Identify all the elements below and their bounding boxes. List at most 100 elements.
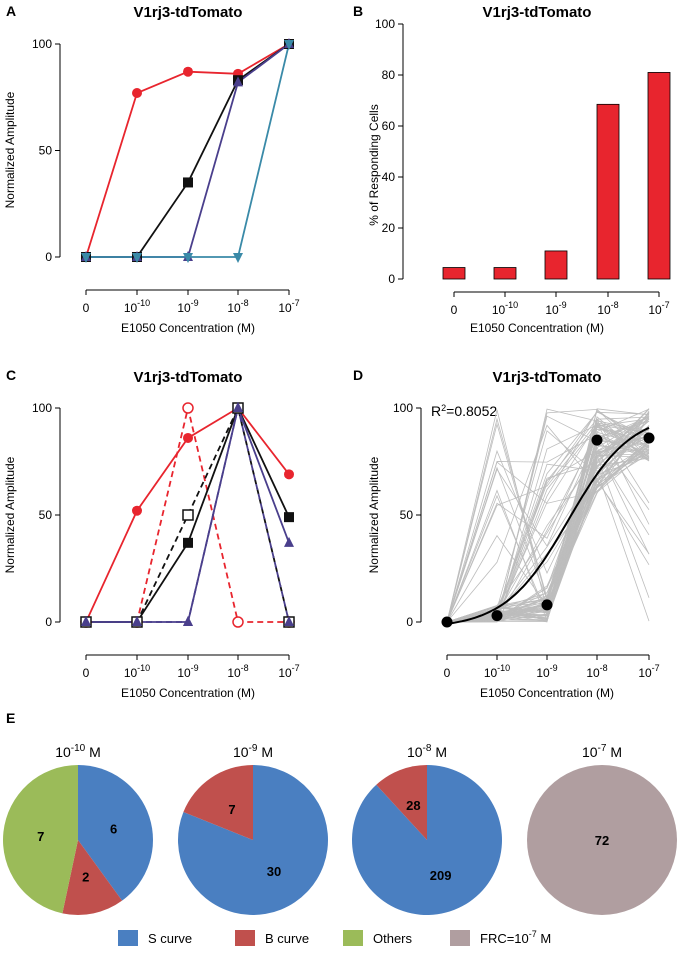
pie-title-unit: M xyxy=(257,744,273,760)
panel-label-b: B xyxy=(353,3,363,19)
pie-slice-value: 72 xyxy=(595,833,609,848)
panel-b-bar xyxy=(493,267,517,280)
panel-d-ytick-label: 100 xyxy=(393,401,413,415)
panel-label-d: D xyxy=(353,367,363,383)
legend-label-others: Others xyxy=(373,931,413,946)
pie-title-exp: -8 xyxy=(423,743,432,754)
panel-a-title: V1rj3-tdTomato xyxy=(134,4,243,21)
panel-c-xtick-label-base: 10 xyxy=(278,666,292,680)
panel-c-xtick-label: 10-9 xyxy=(177,663,198,680)
panel-c-point-purple-dash xyxy=(183,616,193,626)
panel-a-ytick-label: 0 xyxy=(45,250,52,264)
panel-b-ytick-label: 100 xyxy=(375,17,395,31)
pie-title-exp: -9 xyxy=(249,743,258,754)
panel-d-xtick-label-base: 0 xyxy=(444,666,451,680)
panel-a-ytick-label: 50 xyxy=(39,144,53,158)
panel-d-xtick-label-base: 10 xyxy=(484,666,498,680)
panel-b-bar xyxy=(647,72,671,280)
panel-c-point-red xyxy=(132,505,142,516)
pie-slice-value: 28 xyxy=(406,798,420,813)
panel-d-cell-trace xyxy=(446,420,650,623)
panel-a: A V1rj3-tdTomato E1050 Concentration (M)… xyxy=(3,3,300,335)
pie-slice-b-curve xyxy=(62,840,123,915)
panel-label-e: E xyxy=(6,710,15,726)
panel-d-sigmoid-fit xyxy=(446,426,650,625)
panel-d-xtick-label-base: 10 xyxy=(536,666,550,680)
panel-c-point-purple-dash xyxy=(284,616,294,626)
panel-d-xtick-label: 10-10 xyxy=(484,663,510,680)
panel-d-mean-point xyxy=(541,599,553,611)
panel-label-a: A xyxy=(6,3,16,19)
panel-b-xtick-label-exp: -7 xyxy=(662,300,670,310)
panel-b-xtick-label-exp: -10 xyxy=(505,300,518,310)
pie-title: 10-9 M xyxy=(233,743,273,760)
pie-title-exp: -10 xyxy=(71,743,86,754)
panel-d-cell-trace xyxy=(446,420,650,623)
panel-a-xtick-label: 0 xyxy=(83,301,90,315)
pie-title-base: 10 xyxy=(233,744,249,760)
panel-a-point-teal xyxy=(284,40,294,50)
panel-b-xtick-label: 10-10 xyxy=(492,300,518,317)
panel-d-xtick-label-base: 10 xyxy=(638,666,652,680)
panel-d-xtick-label: 10-8 xyxy=(586,663,607,680)
panel-a-point-teal xyxy=(233,253,243,263)
pie-title: 10-10 M xyxy=(55,743,101,760)
panel-c-title: V1rj3-tdTomato xyxy=(134,369,243,386)
panel-b-bar xyxy=(544,250,568,280)
panel-a-xtick-label-exp: -9 xyxy=(191,298,199,308)
pie-slice-others xyxy=(2,765,79,914)
legend-label-sup: -7 xyxy=(529,929,537,939)
panel-d-ytick-label: 50 xyxy=(400,508,414,522)
panel-c-point-black-open xyxy=(182,509,194,521)
pie-slice-value: 209 xyxy=(430,868,452,883)
panel-b-ytick-label: 80 xyxy=(382,68,396,82)
panel-b-title: V1rj3-tdTomato xyxy=(483,4,592,21)
pie-legend: S curve B curve Others FRC=10-7 M xyxy=(118,929,551,946)
panel-c-point-purple xyxy=(284,536,294,547)
panel-c-point-black xyxy=(284,512,294,523)
pie-title-exp: -7 xyxy=(598,743,607,754)
pie-slice-b-curve xyxy=(376,765,427,840)
pie-title-base: 10 xyxy=(55,744,71,760)
panel-a-ylabel: Normalized Amplitude xyxy=(3,91,17,208)
panel-a-point-purple xyxy=(233,76,243,87)
panel-d-cell-trace xyxy=(446,425,650,623)
pie-title: 10-7 M xyxy=(582,743,622,760)
panel-c-xtick-label-base: 10 xyxy=(124,666,138,680)
panel-c-xtick-label-base: 10 xyxy=(227,666,241,680)
r-squared-annotation: R2=0.8052 xyxy=(431,403,497,419)
panel-a-ytick-label: 100 xyxy=(32,37,52,51)
panel-c-xtick-label: 10-10 xyxy=(124,663,150,680)
panel-d-xtick-label-exp: -8 xyxy=(600,663,608,673)
panel-d-mean-point xyxy=(643,432,655,444)
panel-c-point-black xyxy=(183,537,193,548)
pie-slice-value: 30 xyxy=(267,864,281,879)
panel-c-point-red-open xyxy=(182,402,194,414)
pie-slice-s-curve xyxy=(78,765,154,901)
panel-b-ytick-label: 20 xyxy=(382,221,396,235)
legend-label-text: Others xyxy=(373,931,413,946)
panel-b-ylabel: % of Responding Cells xyxy=(367,104,381,225)
panel-c-point-red-open xyxy=(232,616,244,628)
panel-d-gray-traces xyxy=(446,408,650,623)
panel-d: D V1rj3-tdTomato E1050 Concentration (M)… xyxy=(353,367,660,700)
panel-a-xtick-label-base: 10 xyxy=(177,301,191,315)
panel-c-xtick-label-exp: -10 xyxy=(137,663,150,673)
legend-label-s-curve: S curve xyxy=(148,931,192,946)
panel-label-c: C xyxy=(6,367,16,383)
panel-b-xtick-label: 10-7 xyxy=(648,300,669,317)
panel-c-xtick-label: 0 xyxy=(83,666,90,680)
panel-a-point-teal xyxy=(132,253,142,263)
pie-slice-value: 7 xyxy=(228,802,235,817)
panel-a-point-red xyxy=(132,87,142,98)
panel-d-mean-point xyxy=(491,610,503,622)
pie-slice-s-curve xyxy=(178,765,329,916)
panel-b-bar xyxy=(442,267,466,280)
legend-swatch-others xyxy=(343,930,363,946)
panel-b-xtick-label-base: 10 xyxy=(648,303,662,317)
panel-d-xlabel: E1050 Concentration (M) xyxy=(480,686,614,700)
pie-slice-frc xyxy=(527,765,677,915)
legend-label-b-curve: B curve xyxy=(265,931,309,946)
legend-swatch-s-curve xyxy=(118,930,138,946)
panel-c-xtick-label-exp: -8 xyxy=(241,663,249,673)
